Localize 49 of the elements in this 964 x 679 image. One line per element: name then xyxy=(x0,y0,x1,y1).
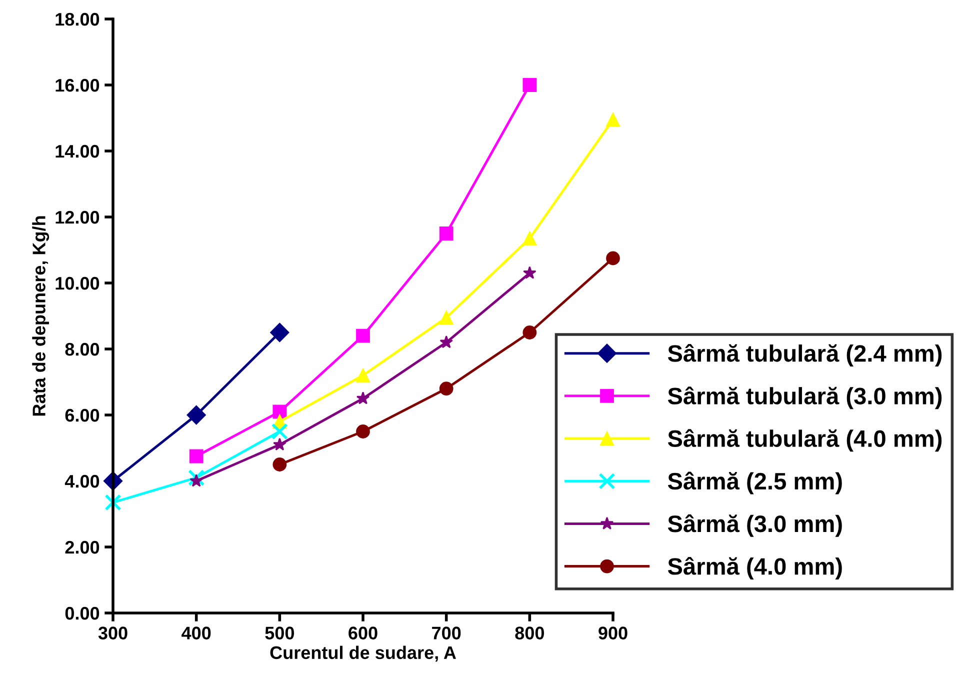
y-tick-label: 16.00 xyxy=(56,78,100,92)
point xyxy=(188,469,205,486)
x-tick-label: 500 xyxy=(265,626,294,640)
point xyxy=(272,458,287,472)
x-tick-label: 900 xyxy=(598,626,628,640)
point xyxy=(356,424,370,438)
legend-label: Sârmă tubulară (3.0 mm) xyxy=(668,386,942,410)
point xyxy=(523,266,536,279)
point xyxy=(189,449,204,464)
legend-label: Sârmă (2.5 mm) xyxy=(668,472,842,494)
point xyxy=(271,423,288,440)
x-tick-label: 400 xyxy=(182,626,211,640)
y-tick-label: 0.00 xyxy=(65,606,100,620)
point xyxy=(273,438,286,450)
point xyxy=(439,310,454,325)
point xyxy=(606,251,620,266)
point xyxy=(606,112,620,127)
y-tick-label: 12.00 xyxy=(56,210,100,224)
y-axis-title: Rata de depunere, Kg/h xyxy=(32,216,50,416)
point xyxy=(522,78,537,92)
y-tick-label: 8.00 xyxy=(65,342,100,356)
x-tick-label: 700 xyxy=(432,626,461,640)
x-axis-title: Curentul de sudare, A xyxy=(270,646,456,662)
legend-label: Sârmă (3.0 mm) xyxy=(668,514,842,537)
y-tick-label: 18.00 xyxy=(56,12,100,26)
y-tick-label: 14.00 xyxy=(56,144,100,158)
point xyxy=(522,232,537,246)
x-tick-label: 300 xyxy=(98,626,128,640)
point xyxy=(356,328,370,343)
point xyxy=(270,322,290,342)
point xyxy=(186,405,206,425)
point xyxy=(190,474,203,487)
y-tick-label: 2.00 xyxy=(65,540,100,554)
point xyxy=(522,326,537,340)
point xyxy=(104,494,122,511)
point xyxy=(440,335,453,348)
legend-label: Sârmă (4.0 mm) xyxy=(668,556,842,580)
point xyxy=(439,226,454,240)
point xyxy=(439,382,454,396)
legend-label: Sârmă tubulară (2.4 mm) xyxy=(668,344,942,366)
x-tick-label: 800 xyxy=(515,626,544,640)
point xyxy=(356,368,370,382)
y-tick-label: 6.00 xyxy=(65,408,100,422)
legend-label: Sârmă tubulară (4.0 mm) xyxy=(668,429,942,452)
y-tick-label: 10.00 xyxy=(56,276,100,290)
x-tick-label: 600 xyxy=(348,626,378,640)
point xyxy=(356,392,370,404)
point xyxy=(272,404,287,419)
y-tick-label: 4.00 xyxy=(64,474,100,488)
